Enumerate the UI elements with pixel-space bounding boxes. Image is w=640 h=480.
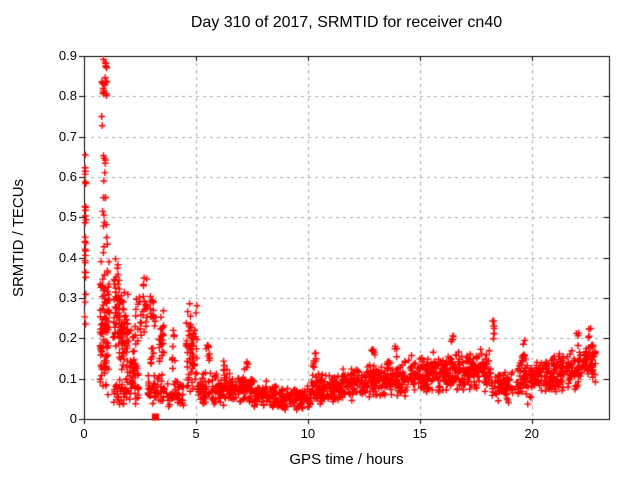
x-tick-label: 15 — [412, 426, 428, 441]
x-tick-label: 0 — [80, 426, 88, 441]
x-axis-label: GPS time / hours — [289, 451, 404, 468]
y-tick-label: 0 — [69, 411, 77, 426]
y-tick-label: 0.2 — [58, 330, 77, 346]
x-tick-label: 20 — [524, 426, 539, 441]
y-tick-label: 0.8 — [58, 88, 77, 104]
y-tick-label: 0.7 — [58, 128, 77, 144]
x-tick-label: 10 — [300, 426, 316, 441]
x-tick-label: 5 — [192, 426, 200, 441]
y-tick-label: 0.3 — [58, 290, 77, 305]
chart-title: Day 310 of 2017, SRMTID for receiver cn4… — [190, 14, 503, 31]
y-tick-label: 0.5 — [58, 209, 77, 225]
y-tick-label: 0.9 — [58, 48, 77, 63]
y-tick-label: 0.4 — [58, 249, 77, 265]
y-tick-label: 0.1 — [58, 370, 77, 386]
y-tick-label: 0.6 — [58, 169, 77, 184]
